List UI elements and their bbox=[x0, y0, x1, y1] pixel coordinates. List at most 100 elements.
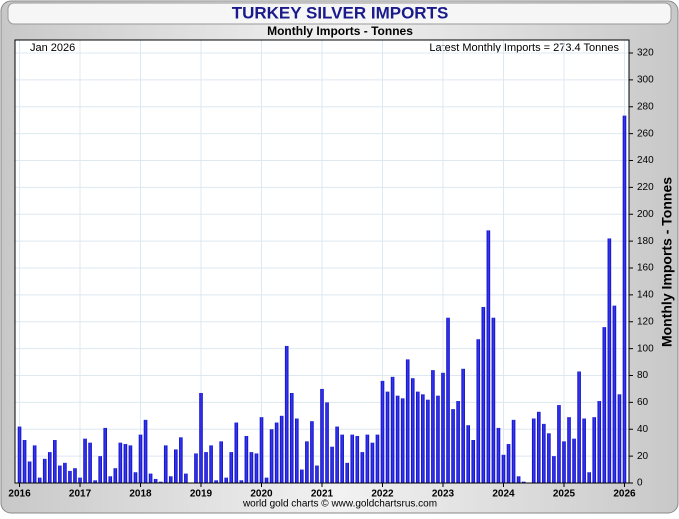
bar bbox=[431, 370, 435, 483]
bar bbox=[466, 425, 470, 483]
bar bbox=[461, 368, 465, 483]
y-tick-label: 160 bbox=[637, 263, 654, 274]
chart-title: TURKEY SILVER IMPORTS bbox=[232, 3, 449, 22]
bar bbox=[98, 456, 102, 483]
bar bbox=[582, 418, 586, 483]
bar bbox=[284, 345, 289, 483]
bar bbox=[118, 442, 123, 483]
bar bbox=[506, 444, 511, 483]
y-tick-label: 200 bbox=[637, 209, 654, 220]
bar bbox=[415, 391, 420, 483]
bar bbox=[400, 398, 405, 483]
y-tick-label: 320 bbox=[637, 48, 654, 59]
bar bbox=[385, 391, 390, 483]
bar bbox=[587, 472, 591, 483]
bar bbox=[536, 411, 541, 483]
bar bbox=[244, 435, 249, 483]
bar bbox=[123, 444, 128, 483]
y-tick-label: 180 bbox=[637, 236, 654, 247]
bar bbox=[274, 422, 279, 483]
bar bbox=[305, 441, 309, 483]
bar bbox=[350, 434, 355, 483]
title-box bbox=[7, 2, 672, 25]
bar bbox=[370, 442, 375, 483]
bar bbox=[279, 415, 284, 483]
bar bbox=[163, 445, 168, 483]
bar bbox=[108, 476, 113, 483]
bar bbox=[73, 468, 77, 483]
bar bbox=[542, 423, 546, 483]
y-tick-label: 120 bbox=[637, 316, 654, 327]
bar bbox=[103, 427, 108, 483]
bar bbox=[138, 434, 143, 483]
y-tick-label: 0 bbox=[637, 478, 643, 489]
bar bbox=[567, 417, 571, 483]
bar bbox=[511, 419, 516, 483]
bar bbox=[83, 438, 87, 483]
bar bbox=[234, 422, 239, 483]
bar bbox=[88, 442, 92, 483]
bar bbox=[552, 456, 556, 483]
bar bbox=[476, 339, 481, 483]
bar bbox=[249, 452, 254, 483]
bar bbox=[405, 359, 410, 483]
bar bbox=[113, 468, 118, 483]
bar bbox=[547, 433, 551, 483]
bar bbox=[269, 429, 274, 483]
bar bbox=[194, 453, 198, 483]
bar bbox=[395, 395, 400, 483]
bar bbox=[340, 434, 344, 483]
bar bbox=[521, 481, 526, 483]
bar bbox=[516, 476, 521, 483]
bar bbox=[143, 419, 148, 483]
chart-subtitle: Monthly Imports - Tonnes bbox=[267, 24, 413, 38]
bar bbox=[27, 461, 32, 483]
x-tick-label: 2018 bbox=[129, 489, 152, 500]
bar bbox=[496, 427, 501, 483]
bar bbox=[53, 440, 57, 483]
bar bbox=[199, 392, 203, 483]
bar bbox=[456, 401, 460, 483]
bar bbox=[577, 371, 581, 483]
bar bbox=[179, 437, 183, 483]
bar bbox=[355, 435, 360, 483]
bar bbox=[294, 418, 299, 483]
bar bbox=[436, 395, 440, 483]
x-tick-label: 2020 bbox=[250, 489, 273, 500]
y-tick-label: 40 bbox=[637, 424, 649, 435]
y-tick-label: 260 bbox=[637, 128, 654, 139]
bar bbox=[365, 434, 370, 483]
bar bbox=[224, 477, 229, 483]
bar bbox=[375, 434, 380, 483]
bar bbox=[410, 378, 415, 483]
x-tick-label: 2017 bbox=[69, 489, 92, 500]
y-tick-label: 220 bbox=[637, 182, 654, 193]
bar bbox=[572, 438, 576, 483]
bar bbox=[47, 452, 52, 483]
bar bbox=[153, 478, 158, 483]
bar bbox=[58, 465, 62, 483]
bar bbox=[148, 473, 153, 483]
y-tick-label: 80 bbox=[637, 370, 649, 381]
bar bbox=[441, 372, 445, 483]
x-tick-label: 2025 bbox=[553, 489, 576, 500]
bar bbox=[622, 115, 627, 484]
y-tick-label: 140 bbox=[637, 290, 654, 301]
bar bbox=[597, 401, 602, 483]
bar bbox=[310, 421, 314, 483]
bar bbox=[380, 380, 385, 483]
x-tick-label: 2024 bbox=[492, 489, 515, 500]
bar bbox=[158, 481, 163, 483]
bar bbox=[612, 305, 617, 483]
bar bbox=[259, 417, 264, 483]
bar bbox=[481, 306, 486, 483]
bar bbox=[446, 317, 450, 483]
annotation: Latest Monthly Imports = 273.4 Tonnes bbox=[429, 42, 619, 54]
bar bbox=[335, 426, 339, 483]
bar bbox=[32, 445, 37, 483]
bar bbox=[360, 452, 365, 483]
x-tick-label: 2022 bbox=[371, 489, 394, 500]
plot-border bbox=[14, 39, 630, 484]
y-tick-label: 20 bbox=[637, 451, 649, 462]
